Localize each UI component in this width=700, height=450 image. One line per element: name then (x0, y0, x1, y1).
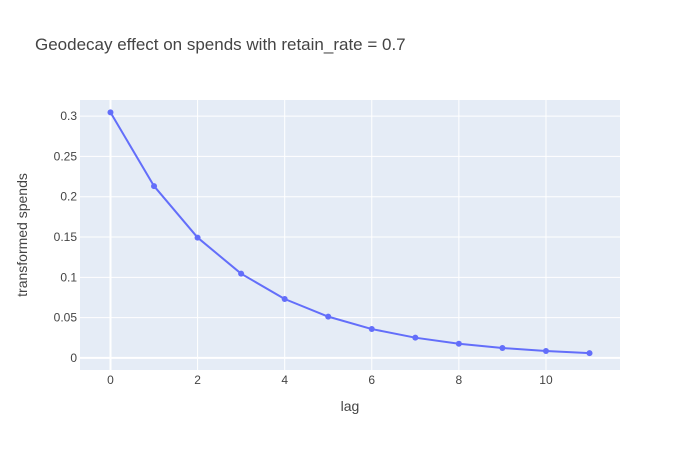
x-axis-label: lag (341, 398, 360, 414)
data-point (107, 109, 114, 116)
data-point (412, 334, 419, 341)
x-tick-labels: 0 2 4 6 8 10 (107, 373, 553, 387)
x-tick-label: 10 (539, 373, 553, 387)
x-tick-label: 6 (368, 373, 375, 387)
x-tick-label: 2 (194, 373, 201, 387)
y-tick-labels: 0 0.05 0.1 0.15 0.2 0.25 0.3 (54, 109, 78, 365)
y-axis-label: transformed spends (14, 173, 30, 297)
data-point (586, 350, 593, 357)
y-tick-label: 0.05 (54, 311, 78, 325)
data-point (368, 326, 375, 333)
data-point (151, 183, 158, 190)
y-tick-label: 0.1 (60, 270, 77, 284)
data-point (455, 340, 462, 347)
y-tick-label: 0.25 (54, 149, 78, 163)
y-tick-label: 0 (70, 351, 77, 365)
series-line (109, 111, 590, 355)
x-tick-label: 4 (281, 373, 288, 387)
y-tick-label: 0.2 (60, 190, 77, 204)
y-tick-label: 0.15 (54, 230, 78, 244)
y-gridlines (80, 115, 620, 359)
series-layer (107, 109, 593, 357)
chart-title: Geodecay effect on spends with retain_ra… (35, 35, 406, 54)
y-tick-label: 0.3 (60, 109, 77, 123)
data-point (281, 295, 288, 302)
data-point (325, 313, 332, 320)
x-tick-label: 0 (107, 373, 114, 387)
x-tick-label: 8 (456, 373, 463, 387)
data-point (194, 234, 201, 241)
data-point (238, 270, 245, 277)
x-gridlines (109, 100, 547, 370)
data-point (499, 344, 506, 351)
plot-area (80, 100, 620, 370)
data-point (542, 347, 549, 354)
